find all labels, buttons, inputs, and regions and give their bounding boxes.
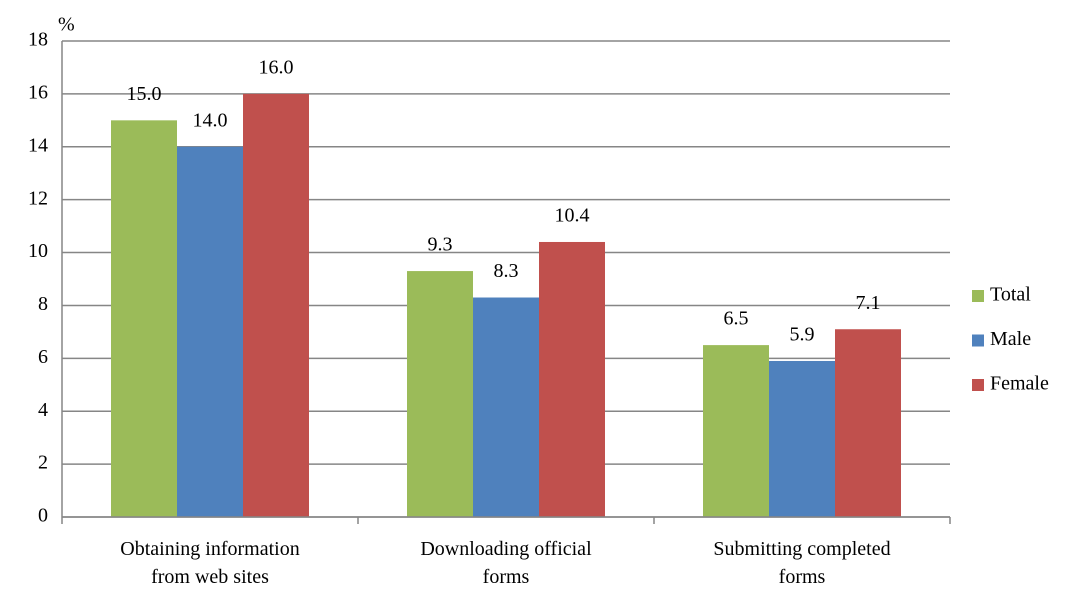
bar: [243, 93, 309, 517]
y-tick-label: 10: [28, 240, 48, 262]
data-label: 5.9: [790, 324, 815, 346]
legend-swatch: [972, 334, 984, 347]
y-axis-label: %: [58, 14, 75, 36]
y-tick-label: 4: [38, 399, 48, 421]
data-label: 9.3: [428, 234, 453, 256]
bar: [539, 241, 605, 517]
legend-label: Male: [990, 328, 1031, 350]
y-tick-label: 6: [38, 346, 48, 368]
y-tick-label: 14: [28, 134, 48, 156]
data-label: 7.1: [856, 292, 881, 314]
x-tick-label: Obtaining information from web sites: [120, 538, 299, 588]
y-tick-label: 18: [28, 29, 48, 51]
data-label: 15.0: [127, 83, 162, 105]
data-label: 10.4: [555, 205, 590, 227]
bar: [703, 345, 769, 517]
bar: [769, 360, 835, 517]
legend-label: Female: [990, 373, 1049, 395]
y-tick-label: 16: [28, 81, 48, 103]
bar: [835, 329, 901, 517]
x-tick-label: Downloading official forms: [420, 538, 592, 588]
data-label: 6.5: [724, 308, 749, 330]
legend-swatch: [972, 379, 984, 391]
data-label: 14.0: [193, 109, 228, 131]
bar: [473, 297, 539, 517]
legend-label: Total: [990, 284, 1031, 306]
y-tick-label: 12: [28, 187, 48, 209]
data-label: 16.0: [259, 56, 294, 78]
bar: [407, 271, 473, 517]
legend-swatch: [972, 290, 984, 302]
y-tick-label: 2: [38, 452, 48, 474]
bar: [111, 120, 177, 517]
bar: [177, 146, 243, 517]
x-tick-label: Submitting completed forms: [713, 538, 890, 588]
y-tick-label: 0: [38, 505, 48, 527]
y-tick-label: 8: [38, 293, 48, 315]
data-label: 8.3: [494, 260, 519, 282]
